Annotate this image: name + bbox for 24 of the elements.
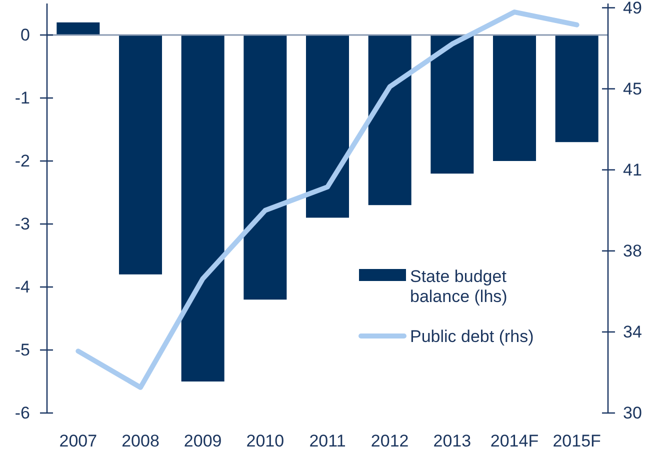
x-tick-label: 2012 — [370, 432, 409, 450]
y-tick-label: -6 — [14, 404, 30, 422]
legend-label: State budget balance (lhs) — [410, 266, 508, 306]
y2-tick-label: 49 — [623, 0, 642, 18]
y-tick-label: -4 — [14, 278, 30, 296]
y2-tick-label: 41 — [623, 160, 642, 180]
y-tick-label: 0 — [20, 26, 30, 44]
x-tick-label: 2015F — [552, 432, 601, 450]
legend-label: Public debt (rhs) — [410, 326, 534, 346]
x-tick-label: 2014F — [490, 432, 539, 450]
x-tick-label: 2009 — [184, 432, 222, 450]
y-tick-label: -1 — [14, 88, 30, 108]
y-tick-label: -5 — [14, 340, 30, 360]
y-tick-label: -3 — [14, 214, 30, 234]
x-tick-label: 2013 — [433, 432, 472, 450]
y-tick-label: -2 — [14, 152, 30, 170]
x-tick-label: 2010 — [246, 432, 284, 450]
y2-tick-label: 34 — [623, 322, 642, 342]
y2-tick-label: 45 — [623, 79, 642, 98]
x-tick-label: 2007 — [59, 432, 98, 450]
y2-tick-label: 30 — [623, 404, 642, 422]
y2-tick-label: 38 — [623, 241, 642, 260]
x-tick-label: 2008 — [122, 432, 160, 450]
x-tick-label: 2011 — [309, 432, 346, 450]
